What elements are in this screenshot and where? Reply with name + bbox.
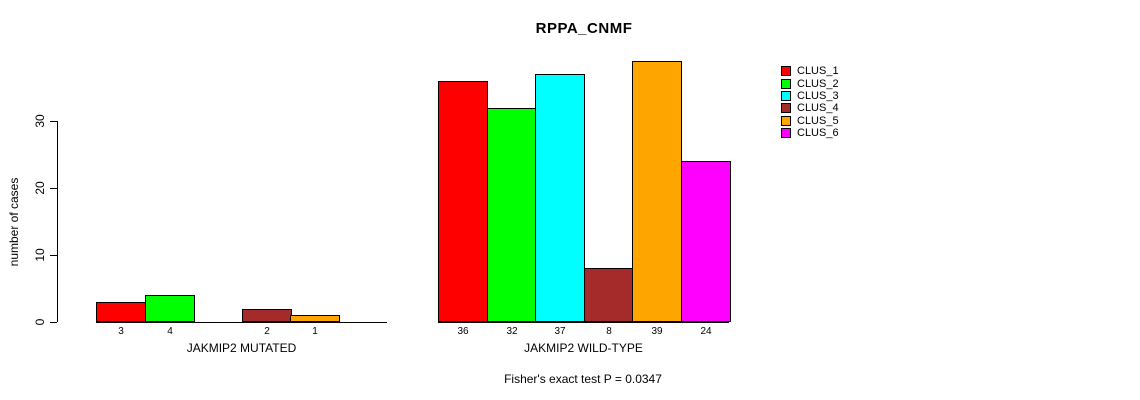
y-axis-tick [50, 121, 57, 122]
bar [632, 61, 682, 322]
legend-color-swatch [781, 78, 791, 89]
y-tick-label: 10 [33, 248, 47, 262]
fisher-test-annotation: Fisher's exact test P = 0.0347 [504, 372, 662, 386]
legend: CLUS_1 CLUS_2 CLUS_3 CLUS_4 CLUS_5 CLUS_6 [781, 65, 839, 139]
bar-value-label: 39 [651, 326, 663, 337]
bar [145, 295, 195, 322]
bar-value-label: 1 [312, 326, 318, 337]
bar [584, 268, 634, 322]
bar-value-label: 37 [554, 326, 566, 337]
bar-value-label: 36 [457, 326, 469, 337]
legend-color-swatch [781, 128, 791, 139]
legend-color-swatch [781, 90, 791, 101]
bar [681, 161, 731, 322]
bar-value-label: 24 [700, 326, 712, 337]
bar-value-label: 8 [606, 326, 612, 337]
bar [242, 309, 292, 322]
bar-value-label: 3 [118, 326, 124, 337]
group-baseline [438, 322, 729, 323]
legend-item-label: CLUS_3 [797, 89, 839, 102]
bar-value-label: 4 [167, 326, 173, 337]
legend-item-label: CLUS_1 [797, 65, 839, 78]
legend-item: CLUS_3 [781, 90, 839, 102]
bar [96, 302, 146, 322]
legend-item: CLUS_1 [781, 65, 839, 77]
bar-value-label: 2 [264, 326, 270, 337]
legend-item: CLUS_5 [781, 115, 839, 127]
legend-item-label: CLUS_6 [797, 127, 839, 140]
y-axis-label: number of cases [7, 177, 21, 267]
group-baseline [96, 322, 387, 323]
legend-color-swatch [781, 103, 791, 114]
y-tick-label: 20 [33, 181, 47, 195]
legend-item-label: CLUS_5 [797, 114, 839, 127]
bar [535, 74, 585, 322]
bar [487, 108, 537, 322]
bar [290, 315, 340, 322]
y-tick-label: 0 [33, 318, 47, 326]
legend-item: CLUS_4 [781, 102, 839, 114]
legend-color-swatch [781, 66, 791, 77]
y-axis-tick [50, 255, 57, 256]
y-tick-label: 30 [33, 114, 47, 128]
y-axis-line [57, 121, 58, 322]
bar-value-label: 32 [506, 326, 518, 337]
x-group-label: JAKMIP2 MUTATED [186, 341, 297, 355]
legend-item: CLUS_2 [781, 77, 839, 90]
legend-item-label: CLUS_2 [797, 77, 839, 90]
legend-item: CLUS_6 [781, 127, 839, 139]
chart-title: RPPA_CNMF [535, 20, 633, 37]
legend-color-swatch [781, 115, 791, 126]
y-axis-tick [50, 322, 57, 323]
x-group-label: JAKMIP2 WILD-TYPE [524, 341, 643, 355]
legend-item-label: CLUS_4 [797, 102, 839, 115]
y-axis-tick [50, 188, 57, 189]
bar [438, 81, 488, 322]
